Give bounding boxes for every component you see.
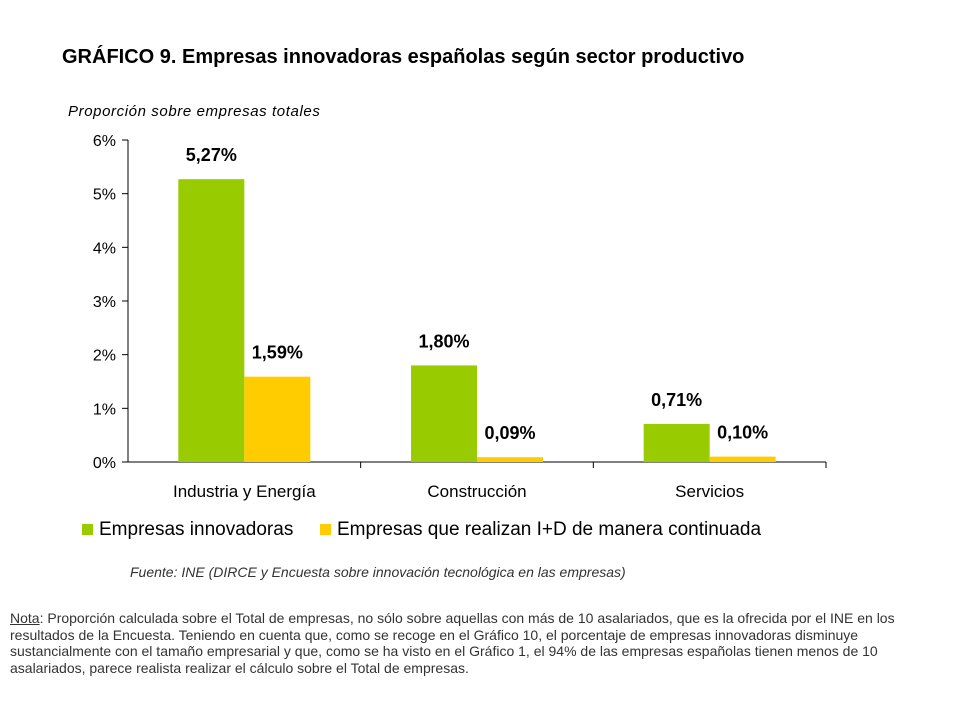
bar — [643, 423, 710, 462]
chart-title: GRÁFICO 9. Empresas innovadoras española… — [62, 46, 745, 68]
bar-data-label: 0,09% — [484, 423, 535, 443]
bar-chart: Proporción sobre empresas totales 0% 1% 2%… — [68, 103, 827, 540]
y-tick-label: 4% — [93, 240, 116, 257]
y-axis-ticks: 0% 1% 2% 3% 4% 5% 6% — [93, 133, 128, 472]
legend-label: Empresas innovadoras — [99, 519, 293, 540]
y-tick-label: 5% — [93, 187, 116, 204]
bar — [709, 456, 776, 462]
y-tick-label: 1% — [93, 401, 116, 418]
chart-bars — [178, 179, 776, 462]
bar — [477, 457, 543, 462]
x-category-label: Servicios — [675, 482, 744, 501]
legend-swatch — [82, 524, 93, 535]
legend-swatch — [320, 524, 331, 535]
bar — [411, 365, 477, 462]
bar — [244, 376, 311, 462]
chart-legend: Empresas innovadoras Empresas que realiza… — [82, 519, 761, 540]
footnote: Nota: Proporción calculada sobre el Tota… — [10, 610, 955, 676]
y-tick-label: 3% — [93, 294, 116, 311]
legend-label: Empresas que realizan I+D de manera cont… — [337, 519, 761, 540]
y-tick-label: 0% — [93, 455, 116, 472]
bar-data-label: 1,59% — [252, 343, 303, 363]
x-category-label: Industria y Energía — [173, 482, 316, 501]
bar-data-label: 5,27% — [186, 145, 237, 165]
bar-data-labels: 5,27% 1,80% 0,71% 1,59% 0,09% 0,10% — [186, 145, 768, 443]
bar — [178, 179, 245, 462]
bar-data-label: 0,10% — [717, 423, 768, 443]
x-axis-categories: Industria y Energía Construcción Servicios — [173, 482, 744, 501]
y-tick-label: 6% — [93, 133, 116, 150]
source-note: Fuente: INE (DIRCE y Encuesta sobre inno… — [130, 564, 626, 580]
bar-data-label: 0,71% — [651, 390, 702, 410]
bar-data-label: 1,80% — [418, 331, 469, 351]
note-label: Nota — [10, 610, 40, 626]
y-axis-label: Proporción sobre empresas totales — [68, 103, 320, 120]
y-tick-label: 2% — [93, 348, 116, 365]
x-category-label: Construcción — [427, 482, 526, 501]
note-text: : Proporción calculada sobre el Total de… — [10, 610, 895, 676]
